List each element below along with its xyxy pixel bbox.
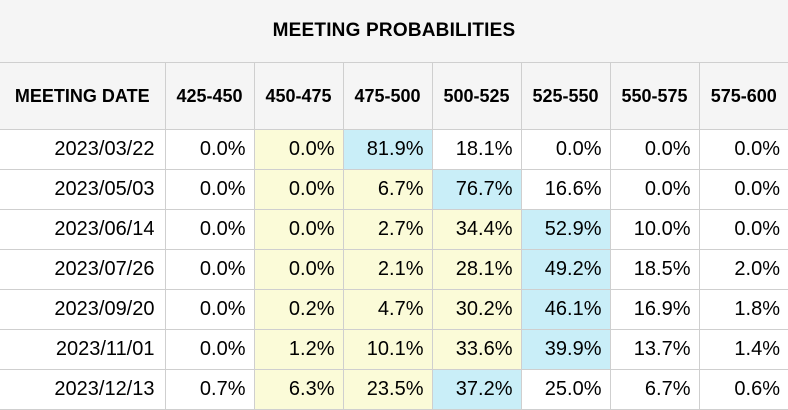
- probability-cell: 0.7%: [165, 369, 255, 410]
- probability-cell: 18.1%: [432, 129, 522, 170]
- meeting-date-cell: 2023/09/20: [0, 289, 166, 330]
- table-body: 2023/03/22 0.0% 0.0% 81.9% 18.1% 0.0% 0.0% 0.0%…: [0, 129, 788, 410]
- probability-cell: 0.0%: [699, 169, 788, 210]
- meeting-date-cell: 2023/11/01: [0, 329, 166, 370]
- probability-cell: 0.0%: [699, 129, 788, 170]
- probability-cell: 25.0%: [521, 369, 611, 410]
- table-title: MEETING PROBABILITIES: [0, 0, 788, 63]
- probability-cell: 0.0%: [165, 209, 255, 250]
- column-header-425-450: 425-450: [165, 63, 255, 130]
- probability-cell: 6.7%: [610, 369, 700, 410]
- probability-cell: 1.4%: [699, 329, 788, 370]
- column-header-525-550: 525-550: [521, 63, 611, 130]
- table-row: 2023/11/01 0.0% 1.2% 10.1% 33.6% 39.9% 13.7% 1.…: [0, 329, 788, 370]
- column-header-550-575: 550-575: [610, 63, 700, 130]
- probability-cell: 49.2%: [521, 249, 611, 290]
- probability-cell: 16.9%: [610, 289, 700, 330]
- probability-cell: 18.5%: [610, 249, 700, 290]
- probability-table: MEETING DATE 425-450 450-475 475-500 500…: [0, 63, 788, 410]
- column-header-575-600: 575-600: [699, 63, 788, 130]
- meeting-date-cell: 2023/03/22: [0, 129, 166, 170]
- probability-cell: 0.0%: [165, 329, 255, 370]
- probability-cell: 10.0%: [610, 209, 700, 250]
- meeting-date-cell: 2023/05/03: [0, 169, 166, 210]
- probability-cell: 0.0%: [254, 209, 344, 250]
- probability-cell: 0.0%: [165, 249, 255, 290]
- probability-cell: 23.5%: [343, 369, 433, 410]
- probability-cell: 4.7%: [343, 289, 433, 330]
- probability-cell: 16.6%: [521, 169, 611, 210]
- probability-cell: 0.0%: [254, 129, 344, 170]
- probability-cell: 2.1%: [343, 249, 433, 290]
- probability-cell: 0.2%: [254, 289, 344, 330]
- probability-cell: 0.0%: [254, 249, 344, 290]
- header-row: MEETING DATE 425-450 450-475 475-500 500…: [0, 63, 788, 130]
- probability-cell: 0.0%: [165, 289, 255, 330]
- probability-cell: 0.0%: [254, 169, 344, 210]
- probability-cell: 10.1%: [343, 329, 433, 370]
- column-header-475-500: 475-500: [343, 63, 433, 130]
- probability-cell: 1.8%: [699, 289, 788, 330]
- table-row: 2023/12/13 0.7% 6.3% 23.5% 37.2% 25.0% 6.7% 0.6…: [0, 369, 788, 410]
- table-row: 2023/09/20 0.0% 0.2% 4.7% 30.2% 46.1% 16.9% 1.8…: [0, 289, 788, 330]
- column-header-450-475: 450-475: [254, 63, 344, 130]
- probability-cell: 34.4%: [432, 209, 522, 250]
- probability-cell: 0.0%: [699, 209, 788, 250]
- column-header-500-525: 500-525: [432, 63, 522, 130]
- probability-cell: 0.0%: [521, 129, 611, 170]
- probability-cell: 0.0%: [610, 129, 700, 170]
- probability-cell: 13.7%: [610, 329, 700, 370]
- table-row: 2023/05/03 0.0% 0.0% 6.7% 76.7% 16.6% 0.0% 0.0%: [0, 169, 788, 210]
- probability-cell: 2.0%: [699, 249, 788, 290]
- probability-cell: 37.2%: [432, 369, 522, 410]
- probability-cell: 0.0%: [165, 169, 255, 210]
- table-row: 2023/06/14 0.0% 0.0% 2.7% 34.4% 52.9% 10.0% 0.0…: [0, 209, 788, 250]
- column-header-meeting-date: MEETING DATE: [0, 63, 166, 130]
- probability-cell: 30.2%: [432, 289, 522, 330]
- probability-cell: 46.1%: [521, 289, 611, 330]
- probability-cell: 2.7%: [343, 209, 433, 250]
- meeting-date-cell: 2023/12/13: [0, 369, 166, 410]
- probability-cell: 33.6%: [432, 329, 522, 370]
- probability-cell: 6.3%: [254, 369, 344, 410]
- probability-cell: 81.9%: [343, 129, 433, 170]
- meeting-date-cell: 2023/07/26: [0, 249, 166, 290]
- probability-cell: 76.7%: [432, 169, 522, 210]
- probability-cell: 0.0%: [165, 129, 255, 170]
- probability-cell: 52.9%: [521, 209, 611, 250]
- probability-cell: 0.0%: [610, 169, 700, 210]
- table-row: 2023/03/22 0.0% 0.0% 81.9% 18.1% 0.0% 0.0% 0.0%: [0, 129, 788, 170]
- meeting-date-cell: 2023/06/14: [0, 209, 166, 250]
- table-row: 2023/07/26 0.0% 0.0% 2.1% 28.1% 49.2% 18.5% 2.0…: [0, 249, 788, 290]
- probability-cell: 0.6%: [699, 369, 788, 410]
- probability-cell: 6.7%: [343, 169, 433, 210]
- probability-cell: 1.2%: [254, 329, 344, 370]
- probability-cell: 39.9%: [521, 329, 611, 370]
- probability-cell: 28.1%: [432, 249, 522, 290]
